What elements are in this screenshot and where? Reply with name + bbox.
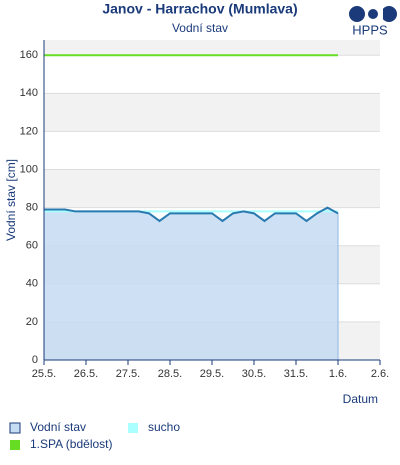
x-tick-label: 1.6. — [329, 368, 347, 380]
y-tick-label: 160 — [20, 49, 38, 61]
x-axis-label: Datum — [343, 392, 378, 406]
y-tick-label: 100 — [20, 163, 38, 175]
legend-label: Vodní stav — [30, 420, 86, 434]
grid-band — [44, 40, 380, 56]
legend-label: 1.SPA (bdělost) — [30, 437, 113, 451]
y-tick-label: 20 — [26, 316, 38, 328]
x-tick-label: 25.5. — [32, 368, 56, 380]
x-tick-label: 2.6. — [371, 368, 389, 380]
y-tick-label: 40 — [26, 278, 38, 290]
x-tick-label: 26.5. — [74, 368, 98, 380]
y-tick-label: 140 — [20, 87, 38, 99]
chart-subtitle: Vodní stav — [172, 21, 228, 35]
logo: HPPS — [349, 6, 397, 37]
y-tick-label: 0 — [32, 354, 38, 366]
legend-swatch — [10, 440, 20, 450]
logo-text: HPPS — [352, 22, 388, 37]
x-tick-label: 30.5. — [242, 368, 266, 380]
y-tick-label: 120 — [20, 125, 38, 137]
grid-band — [44, 169, 380, 208]
x-tick-label: 27.5. — [116, 368, 140, 380]
area — [43, 207, 339, 361]
y-tick-label: 60 — [26, 240, 38, 252]
x-tick-label: 28.5. — [158, 368, 182, 380]
y-axis-label: Vodní stav [cm] — [4, 159, 18, 241]
line — [44, 206, 339, 223]
legend-swatch — [9, 422, 21, 434]
y-tick-label: 80 — [26, 202, 38, 214]
x-tick-label: 31.5. — [284, 368, 308, 380]
x-tick-label: 29.5. — [200, 368, 224, 380]
chart-title: Janov - Harrachov (Mumlava) — [102, 1, 297, 17]
legend-swatch — [128, 423, 138, 433]
legend-label: sucho — [148, 420, 180, 434]
grid-band — [44, 93, 380, 132]
